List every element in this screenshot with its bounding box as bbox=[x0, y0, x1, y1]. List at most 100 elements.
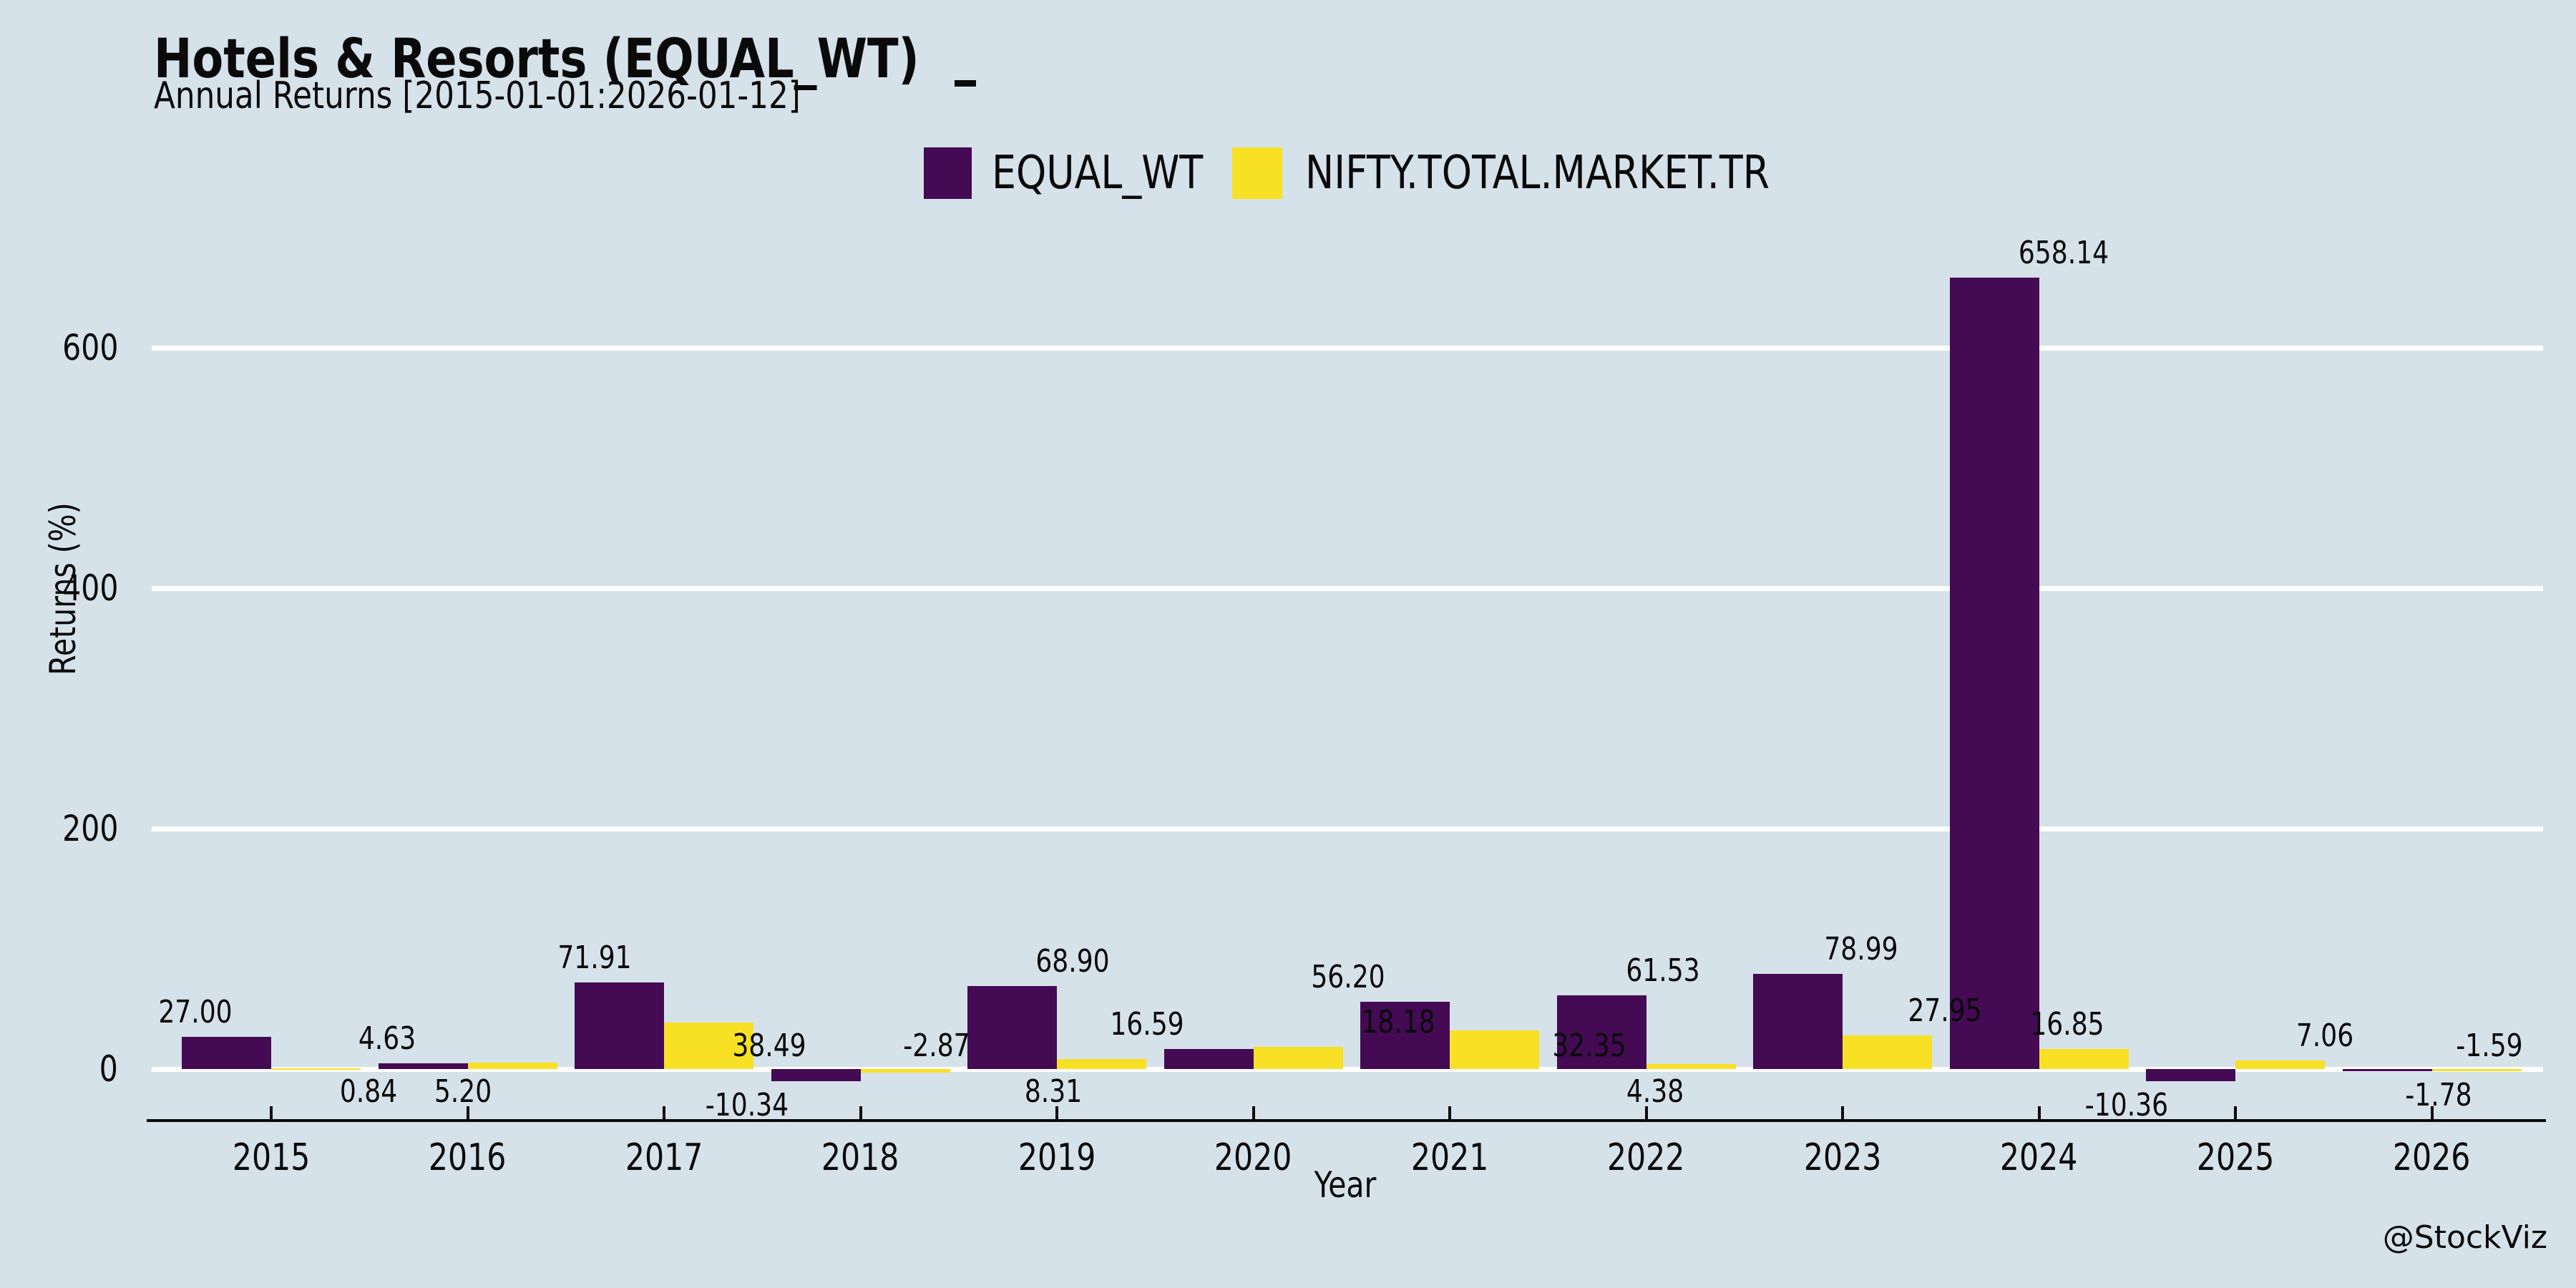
bar-value-label-equal-wt-2015: 27.00 bbox=[88, 993, 303, 1030]
x-axis-line bbox=[147, 1119, 2546, 1122]
bar-nifty-total-market-tr-2023 bbox=[1843, 1035, 1932, 1069]
x-tick-text-2022: 2022 bbox=[1607, 1136, 1685, 1179]
legend-swatch-equal-wt bbox=[924, 147, 972, 199]
bar-value-text: 27.00 bbox=[157, 993, 233, 1030]
x-tick-label-2016: 2016 bbox=[389, 1139, 547, 1176]
x-tick-label-2024: 2024 bbox=[1961, 1139, 2118, 1176]
y-tick-text-600: 600 bbox=[62, 327, 118, 369]
y-tick-label-200: 200 bbox=[0, 807, 118, 850]
bar-value-text: 4.63 bbox=[358, 1020, 416, 1058]
bar-value-text: 71.91 bbox=[557, 940, 632, 977]
legend-item-equal-wt: EQUAL_WT bbox=[992, 147, 1243, 199]
x-tick-mark-2024 bbox=[2037, 1106, 2041, 1119]
chart-subtitle: Annual Returns [2015-01-01:2026-01-12] bbox=[154, 74, 801, 117]
x-tick-mark-2018 bbox=[859, 1106, 862, 1119]
chart-subtitle-wrap: Annual Returns [2015-01-01:2026-01-12] bbox=[154, 76, 924, 116]
gridline-600 bbox=[152, 345, 2543, 351]
bar-nifty-total-market-tr-2016 bbox=[467, 1063, 557, 1069]
x-tick-mark-2016 bbox=[466, 1106, 469, 1119]
bar-equal-wt-2018 bbox=[771, 1069, 861, 1082]
bar-value-text: 32.35 bbox=[1551, 1028, 1626, 1064]
bar-value-text: -1.59 bbox=[2456, 1028, 2523, 1064]
x-tick-label-2020: 2020 bbox=[1175, 1139, 1332, 1176]
bar-value-text: 658.14 bbox=[2018, 235, 2109, 272]
bar-value-label-nifty-total-market-tr-2023: 27.95 bbox=[1838, 995, 2052, 1027]
bar-equal-wt-2017 bbox=[575, 982, 664, 1069]
gridline-0 bbox=[152, 1066, 2543, 1072]
bar-equal-wt-2019 bbox=[967, 986, 1057, 1069]
y-tick-text-0: 0 bbox=[99, 1048, 118, 1090]
x-tick-text-2018: 2018 bbox=[821, 1136, 899, 1179]
y-tick-text-400: 400 bbox=[62, 567, 118, 609]
legend-label-nifty: NIFTY.TOTAL.MARKET.TR bbox=[1305, 147, 1770, 200]
x-tick-label-2015: 2015 bbox=[192, 1139, 350, 1176]
y-tick-label-600: 600 bbox=[0, 326, 118, 369]
x-tick-mark-2017 bbox=[663, 1106, 665, 1119]
x-tick-text-2017: 2017 bbox=[625, 1136, 703, 1179]
x-tick-text-2015: 2015 bbox=[232, 1136, 311, 1179]
bar-value-text: 38.49 bbox=[731, 1028, 806, 1064]
bar-nifty-total-market-tr-2026 bbox=[2431, 1069, 2522, 1071]
bar-value-label-nifty-total-market-tr-2016: 5.20 bbox=[356, 1076, 570, 1108]
bar-nifty-total-market-tr-2024 bbox=[2039, 1048, 2129, 1069]
gridline-200 bbox=[152, 826, 2543, 831]
bar-value-text: 27.95 bbox=[1907, 992, 1982, 1030]
bar-value-text: -1.78 bbox=[2405, 1076, 2472, 1113]
bar-nifty-total-market-tr-2020 bbox=[1253, 1047, 1343, 1069]
bar-value-text: 18.18 bbox=[1361, 1004, 1435, 1041]
bar-nifty-total-market-tr-2019 bbox=[1057, 1059, 1146, 1069]
page-title: Hotels & Resorts (EQUAL_WT) bbox=[154, 30, 1065, 87]
x-tick-text-2019: 2019 bbox=[1018, 1136, 1096, 1179]
bar-value-text: 78.99 bbox=[1823, 931, 1898, 968]
bar-value-text: 56.20 bbox=[1310, 958, 1385, 995]
x-tick-mark-2020 bbox=[1252, 1106, 1255, 1119]
x-tick-text-2020: 2020 bbox=[1214, 1136, 1292, 1179]
bar-value-label-equal-wt-2018: -10.34 bbox=[640, 1090, 854, 1121]
bar-value-label-equal-wt-2017: 71.91 bbox=[487, 942, 702, 974]
bar-nifty-total-market-tr-2025 bbox=[2235, 1060, 2325, 1069]
bar-value-label-nifty-total-market-tr-2020: 18.18 bbox=[1291, 1007, 1506, 1038]
x-tick-text-2025: 2025 bbox=[2196, 1136, 2275, 1179]
bar-value-label-equal-wt-2026: -1.78 bbox=[2331, 1076, 2546, 1113]
bar-value-label-nifty-total-market-tr-2024: 16.85 bbox=[1960, 1008, 2175, 1040]
bar-equal-wt-2022 bbox=[1556, 995, 1646, 1069]
bar-value-label-equal-wt-2021: 56.20 bbox=[1241, 958, 1455, 995]
legend-item-nifty: NIFTY.TOTAL.MARKET.TR bbox=[1305, 147, 1858, 199]
bar-nifty-total-market-tr-2021 bbox=[1450, 1030, 1539, 1069]
x-tick-mark-2023 bbox=[1841, 1106, 1844, 1119]
bar-equal-wt-2023 bbox=[1753, 974, 1843, 1069]
bar-value-label-nifty-total-market-tr-2025: 7.06 bbox=[2218, 1020, 2432, 1052]
x-tick-text-2023: 2023 bbox=[1803, 1136, 1882, 1179]
bar-value-text: 7.06 bbox=[2296, 1018, 2353, 1055]
bar-value-label-nifty-total-market-tr-2021: 32.35 bbox=[1482, 1030, 1697, 1062]
bar-value-text: 5.20 bbox=[434, 1073, 492, 1110]
x-tick-label-2025: 2025 bbox=[2157, 1139, 2314, 1176]
x-tick-label-2021: 2021 bbox=[1371, 1139, 1528, 1176]
y-tick-text-200: 200 bbox=[62, 808, 118, 849]
bar-value-label-equal-wt-2025: -10.36 bbox=[2019, 1090, 2234, 1121]
bar-value-label-equal-wt-2019: 68.90 bbox=[965, 946, 1180, 977]
bar-value-text: 16.59 bbox=[1110, 1006, 1184, 1043]
bar-value-text: 4.38 bbox=[1626, 1073, 1684, 1110]
bar-equal-wt-2016 bbox=[378, 1063, 468, 1069]
bar-value-label-nifty-total-market-tr-2015: 0.84 bbox=[261, 1076, 476, 1108]
x-tick-text-2016: 2016 bbox=[429, 1136, 507, 1179]
bar-value-text: -10.34 bbox=[705, 1087, 789, 1124]
bar-value-label-equal-wt-2024: 658.14 bbox=[1956, 238, 2171, 269]
x-tick-label-2023: 2023 bbox=[1764, 1139, 1921, 1176]
bar-nifty-total-market-tr-2018 bbox=[860, 1069, 950, 1073]
bar-value-text: 61.53 bbox=[1626, 952, 1700, 989]
x-tick-label-2019: 2019 bbox=[978, 1139, 1136, 1176]
bar-value-label-nifty-total-market-tr-2026: -1.59 bbox=[2382, 1030, 2576, 1062]
bar-nifty-total-market-tr-2017 bbox=[664, 1023, 753, 1069]
x-tick-mark-2025 bbox=[2234, 1106, 2237, 1119]
x-tick-label-2018: 2018 bbox=[782, 1139, 940, 1176]
bar-equal-wt-2026 bbox=[2342, 1069, 2432, 1071]
y-tick-label-400: 400 bbox=[0, 567, 118, 610]
x-tick-text-2021: 2021 bbox=[1410, 1136, 1489, 1179]
chart-title: Hotels & Resorts (EQUAL_WT) bbox=[154, 26, 919, 90]
x-tick-mark-2021 bbox=[1448, 1106, 1451, 1119]
bar-nifty-total-market-tr-2015 bbox=[271, 1068, 361, 1070]
bar-value-text: 8.31 bbox=[1024, 1073, 1082, 1110]
bar-value-text: 0.84 bbox=[339, 1073, 397, 1110]
